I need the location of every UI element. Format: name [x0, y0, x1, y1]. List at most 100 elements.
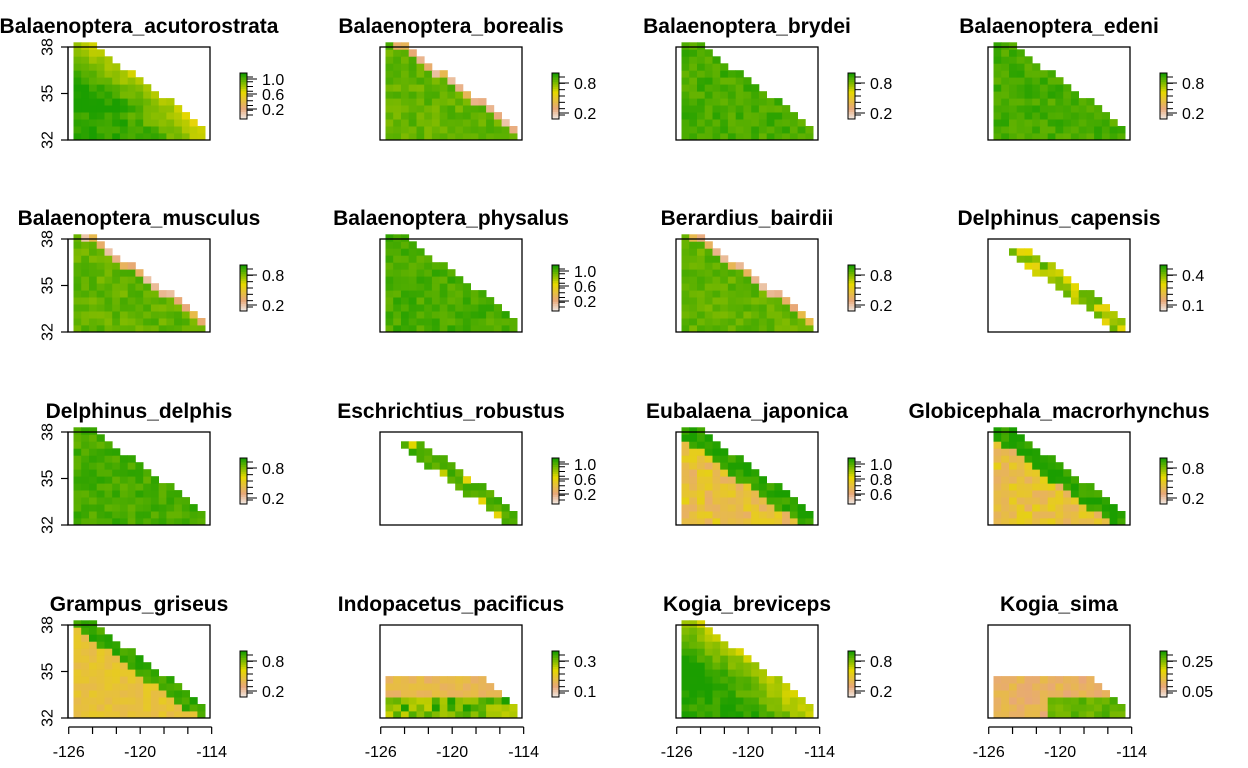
raster-cell — [766, 311, 775, 319]
raster-cell — [73, 483, 82, 491]
raster-cell — [408, 56, 417, 64]
raster-cell — [393, 318, 402, 326]
raster-cell — [712, 63, 721, 71]
raster-cell — [462, 318, 471, 326]
raster-cell — [89, 70, 98, 78]
raster-cell — [727, 497, 736, 505]
raster-cell — [89, 311, 98, 319]
y-tick-label: 38 — [40, 616, 57, 634]
raster-cell — [401, 269, 410, 277]
raster-cell — [720, 297, 729, 305]
raster-cell — [401, 318, 410, 326]
raster-cell — [385, 311, 394, 319]
raster-cell — [119, 119, 128, 127]
raster-cell — [1047, 690, 1056, 698]
legend-tick-label: 0.8 — [870, 654, 892, 671]
raster-cell — [493, 711, 502, 719]
raster-cell — [766, 497, 775, 505]
raster-cell — [401, 234, 410, 242]
raster-cell — [166, 297, 175, 305]
raster-cell — [1001, 63, 1010, 71]
raster-cell — [681, 662, 690, 670]
raster-cell — [401, 290, 410, 298]
raster-cell — [81, 497, 90, 505]
raster-cell — [81, 105, 90, 113]
raster-cell — [150, 105, 159, 113]
raster-cell — [127, 105, 136, 113]
raster-cell — [1039, 269, 1048, 277]
raster-cell — [166, 105, 175, 113]
legend-tick-label: 0.2 — [574, 294, 596, 311]
raster-cell — [697, 276, 706, 284]
raster-cell — [1117, 511, 1126, 519]
raster-cell — [681, 690, 690, 698]
raster-cell — [127, 119, 136, 127]
raster-cell — [119, 511, 128, 519]
legend-swatch — [848, 306, 855, 309]
raster-cell — [735, 676, 744, 684]
raster-cell — [1063, 105, 1072, 113]
raster-cell — [782, 504, 791, 512]
panel-title: Balaenoptera_musculus — [18, 207, 261, 230]
raster-cell — [478, 325, 487, 333]
raster-cell — [174, 105, 183, 113]
raster-cell — [1047, 711, 1056, 719]
raster-cell — [735, 119, 744, 127]
raster-cell — [727, 105, 736, 113]
raster-cell — [135, 676, 144, 684]
raster-cell — [493, 133, 502, 141]
legend-swatch — [240, 667, 247, 670]
legend-swatch — [1160, 664, 1167, 668]
raster-cell — [96, 676, 105, 684]
raster-cell — [96, 690, 105, 698]
raster-cell — [119, 697, 128, 705]
raster-cell — [470, 304, 479, 312]
legend-tick-label: 1.0 — [870, 457, 892, 474]
raster-cell — [197, 711, 206, 719]
raster-cell — [393, 234, 402, 242]
raster-cell — [486, 105, 495, 113]
raster-cell — [416, 119, 425, 127]
raster-cell — [439, 133, 448, 141]
raster-cell — [720, 662, 729, 670]
legend-swatch — [240, 657, 247, 661]
raster-cell — [774, 304, 783, 312]
raster-cell — [96, 63, 105, 71]
raster-cell — [689, 448, 698, 456]
raster-cell — [166, 133, 175, 141]
raster-cell — [143, 297, 152, 305]
raster-cell — [135, 518, 144, 526]
raster-cell — [385, 133, 394, 141]
raster-cell — [431, 84, 440, 92]
raster-cell — [104, 91, 113, 99]
raster-cell — [96, 126, 105, 134]
legend-swatch — [552, 276, 559, 280]
raster-cell — [1001, 462, 1010, 470]
raster-cell — [993, 462, 1002, 470]
raster-cell — [1117, 518, 1126, 526]
raster-cell — [119, 77, 128, 85]
raster-cell — [96, 325, 105, 333]
raster-cell — [712, 77, 721, 85]
raster-cell — [697, 269, 706, 277]
panel-title: Globicephala_macrorhynchus — [908, 400, 1209, 423]
raster-cell — [385, 49, 394, 57]
raster-cell — [1094, 133, 1103, 141]
raster-cell — [401, 304, 410, 312]
raster-cell — [1032, 98, 1041, 106]
raster-cell — [135, 269, 144, 277]
raster-cell — [96, 105, 105, 113]
raster-cell — [89, 318, 98, 326]
legend-swatch — [848, 283, 855, 286]
raster-cell — [150, 98, 159, 106]
raster-cell — [127, 676, 136, 684]
raster-cell — [455, 119, 464, 127]
raster-cell — [127, 262, 136, 270]
raster-cell — [681, 483, 690, 491]
raster-cell — [127, 462, 136, 470]
raster-cell — [1001, 504, 1010, 512]
raster-cell — [416, 248, 425, 256]
y-tick-label: 38 — [40, 38, 57, 56]
raster-cell — [782, 311, 791, 319]
